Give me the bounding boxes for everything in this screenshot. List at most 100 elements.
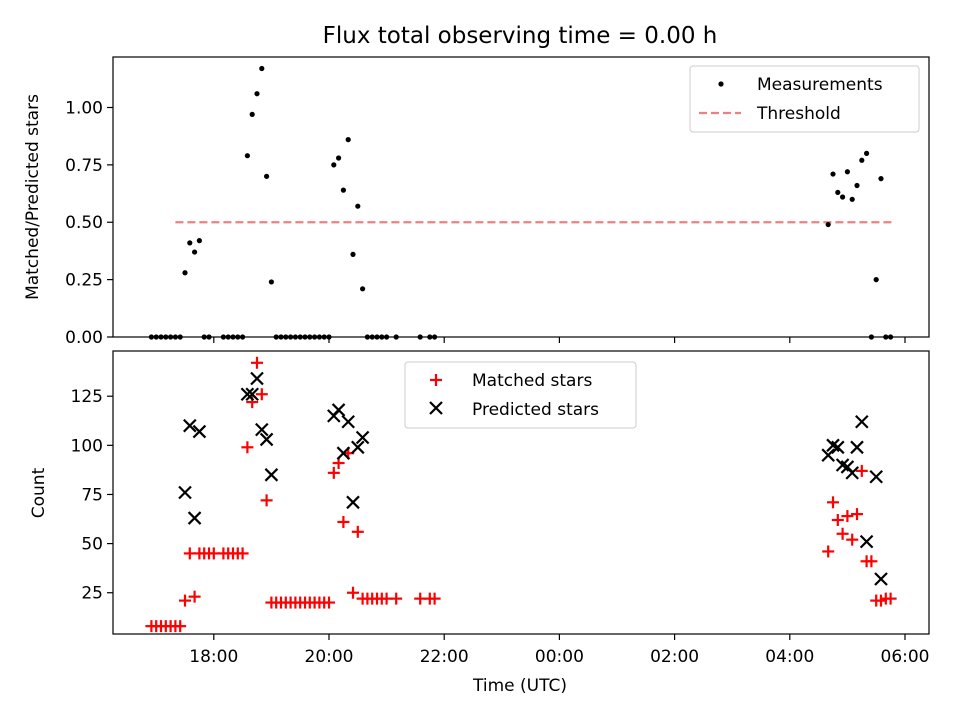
matched-star-marker xyxy=(831,514,844,527)
predicted-star-marker xyxy=(874,572,888,586)
ratio-panel: 0.00 0.25 0.50 0.75 1.00 Matched/Predicted s… xyxy=(23,56,930,348)
ratio-x-ticks xyxy=(213,337,906,343)
count-x-tick-label: 04:00 xyxy=(765,647,814,667)
measurement-point xyxy=(196,238,202,244)
measurement-point xyxy=(360,286,366,292)
measurement-point xyxy=(336,155,342,161)
measurement-point xyxy=(878,176,884,182)
matched-star-marker xyxy=(851,508,863,521)
measurement-point xyxy=(187,240,193,246)
predicted-star-marker xyxy=(187,511,202,525)
predicted-star-marker xyxy=(183,418,197,433)
predicted-star-marker xyxy=(255,422,269,437)
legend-matched-marker xyxy=(430,374,442,386)
predicted-star-marker xyxy=(245,387,259,402)
measurement-point xyxy=(350,251,356,257)
matched-star-marker xyxy=(337,515,350,528)
ratio-legend-box xyxy=(689,65,920,133)
count-x-axis-label: Time (UTC) xyxy=(472,676,567,696)
count-x-tick-label: 18:00 xyxy=(189,647,238,667)
measurement-point xyxy=(244,153,250,159)
predicted-star-marker xyxy=(192,424,207,439)
legend-measurements-label: Measurements xyxy=(757,75,883,95)
measurement-point xyxy=(331,162,337,168)
count-legend-box xyxy=(404,361,637,429)
matched-star-marker xyxy=(822,545,835,558)
matched-star-marker xyxy=(327,466,340,479)
count-y-ticks: 25 50 75 100 125 xyxy=(71,387,113,604)
measurement-point xyxy=(249,111,255,117)
matched-star-marker xyxy=(347,586,359,599)
measurement-point xyxy=(345,137,351,143)
legend-threshold-label: Threshold xyxy=(756,104,841,124)
ratio-y-ticks: 0.00 0.25 0.50 0.75 1.00 xyxy=(65,98,113,348)
matched-star-marker xyxy=(323,596,335,609)
predicted-star-marker xyxy=(336,446,351,460)
count-x-tick-label: 02:00 xyxy=(650,647,699,667)
count-y-tick-label: 25 xyxy=(81,584,103,604)
matched-star-marker xyxy=(174,620,187,633)
ratio-y-tick-label: 0.75 xyxy=(65,156,103,176)
matched-star-marker xyxy=(236,547,249,560)
chart-title: Flux total observing time = 0.00 h xyxy=(323,23,718,49)
ratio-y-tick-label: 0.00 xyxy=(65,328,103,348)
matched-star-marker xyxy=(836,527,849,540)
ratio-axes-frame xyxy=(112,56,930,338)
count-y-tick-label: 125 xyxy=(71,387,103,407)
legend-measurements-marker xyxy=(718,81,724,87)
predicted-star-marker xyxy=(831,440,845,455)
legend-predicted-marker xyxy=(429,401,443,415)
measurement-point xyxy=(254,91,260,97)
legend-predicted-label: Predicted stars xyxy=(472,400,599,420)
predicted-star-marker xyxy=(845,466,859,480)
ratio-y-tick-label: 0.50 xyxy=(65,213,103,233)
measurement-point xyxy=(854,182,860,189)
measurement-point xyxy=(192,249,198,255)
measurement-point xyxy=(182,270,188,276)
matched-star-marker xyxy=(827,496,839,509)
matched-star-marker xyxy=(841,510,854,523)
count-x-tick-label: 22:00 xyxy=(420,647,469,667)
measurement-point xyxy=(864,150,870,156)
measurement-point xyxy=(340,187,346,193)
matched-star-marker xyxy=(390,592,403,605)
count-x-tick-label: 06:00 xyxy=(881,647,930,667)
count-x-tick-label: 00:00 xyxy=(535,647,584,667)
measurement-point xyxy=(268,279,274,285)
measurement-point xyxy=(844,169,851,175)
predicted-star-marker xyxy=(259,432,274,447)
count-legend: Matched stars Predicted stars xyxy=(404,361,637,429)
count-x-ticks: 18:00 20:00 22:00 00:00 02:00 04:00 06:00 xyxy=(189,634,930,667)
measurement-point xyxy=(825,221,831,228)
predicted-star-marker xyxy=(341,414,355,429)
matched-star-marker xyxy=(260,494,273,507)
matched-star-marker xyxy=(884,592,897,605)
matched-star-marker xyxy=(351,525,364,538)
predicted-star-marker xyxy=(850,440,864,455)
ratio-legend: Measurements Threshold xyxy=(689,65,920,133)
ratio-y-tick-label: 0.25 xyxy=(65,271,103,291)
ratio-y-axis-label: Matched/Predicted stars xyxy=(23,94,43,300)
count-x-tick-label: 20:00 xyxy=(305,647,354,667)
predicted-star-marker xyxy=(178,485,192,500)
measurement-point xyxy=(859,157,865,163)
predicted-star-marker xyxy=(346,495,360,510)
measurement-point xyxy=(259,65,265,72)
matched-star-marker xyxy=(188,590,201,603)
matched-star-marker xyxy=(428,592,441,605)
count-y-tick-label: 75 xyxy=(81,485,103,505)
predicted-star-marker xyxy=(869,469,883,484)
matched-star-marker xyxy=(251,356,263,369)
measurement-point xyxy=(355,203,361,209)
predicted-star-marker xyxy=(250,371,264,386)
predicted-star-marker xyxy=(821,448,835,462)
predicted-star-marker xyxy=(351,440,365,455)
predicted-star-marker xyxy=(355,430,370,445)
measurement-point xyxy=(849,196,855,202)
predicted-star-marker xyxy=(859,534,874,549)
matched-star-marker xyxy=(865,555,878,568)
matched-star-marker xyxy=(855,464,868,477)
count-axes-frame xyxy=(112,350,930,635)
matched-star-marker xyxy=(241,441,254,454)
